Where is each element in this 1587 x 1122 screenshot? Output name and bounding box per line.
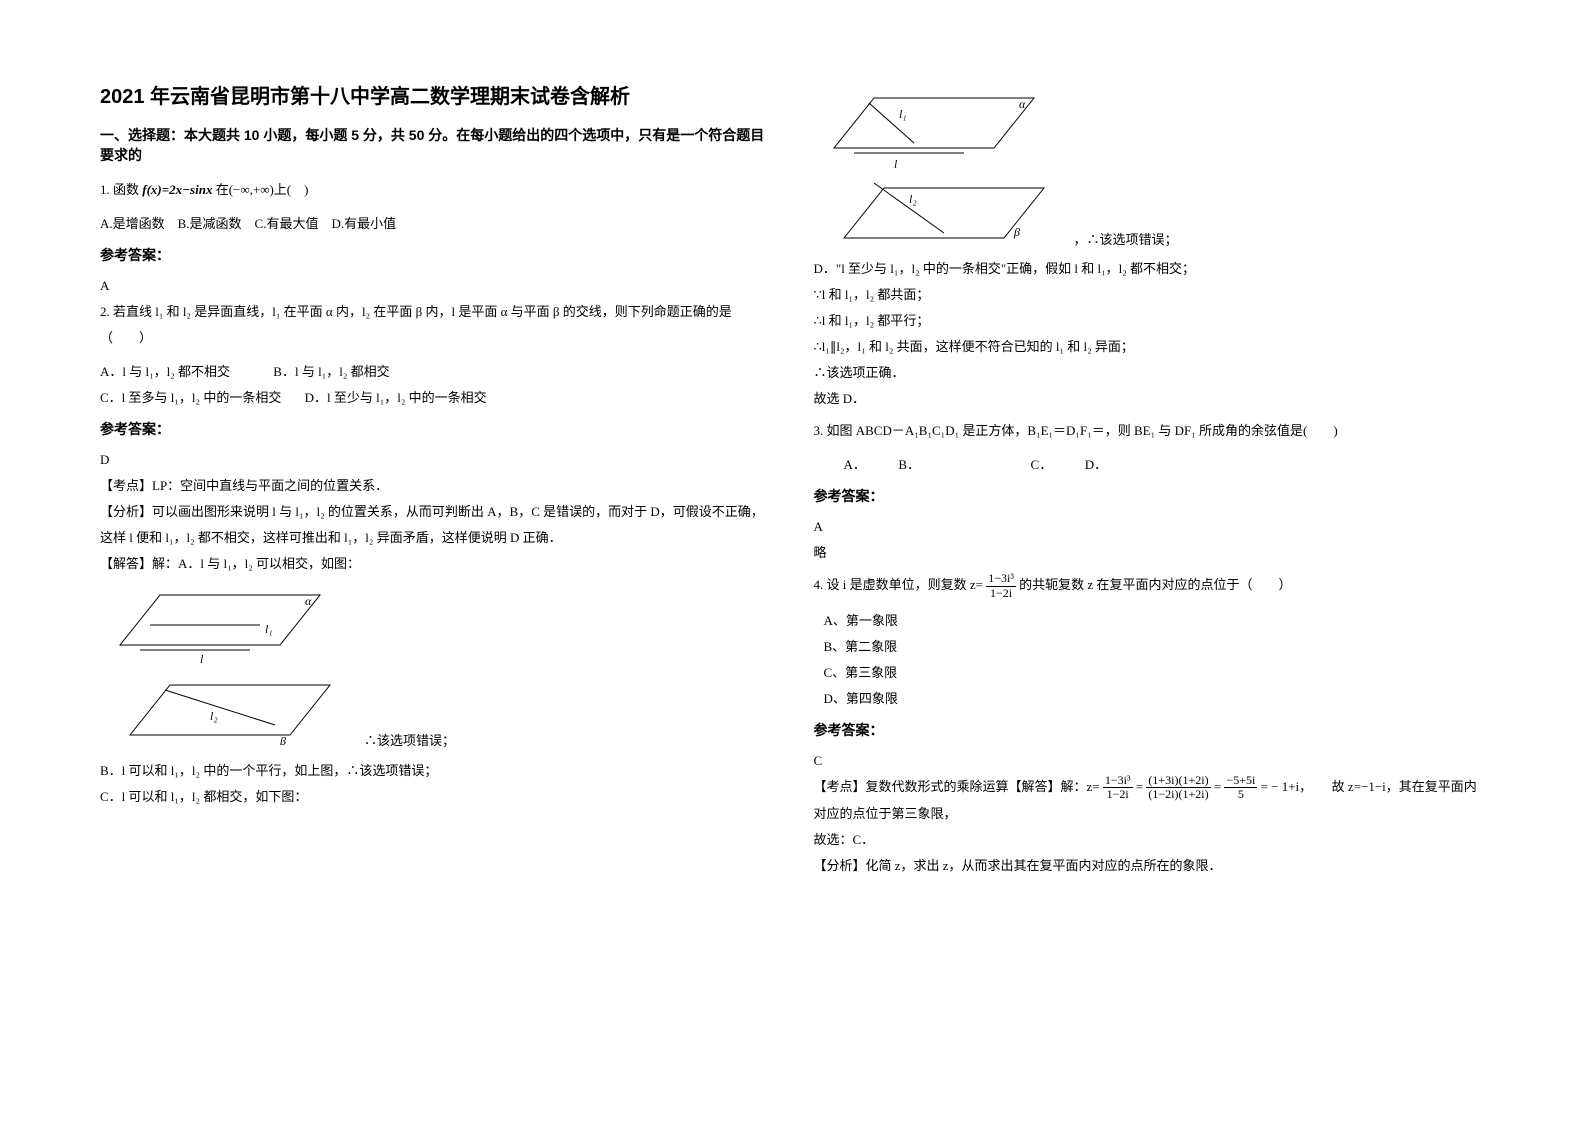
q4-frac2: (1+3i)(1+2i) (1−2i)(1+2i) bbox=[1146, 774, 1210, 801]
q4-analysis: 【分析】化简 z，求出 z，从而求出其在复平面内对应的点所在的象限． bbox=[814, 853, 1488, 879]
beta-label-2: β bbox=[1013, 225, 1020, 239]
frac-den: 1−2i bbox=[986, 587, 1016, 600]
q2-lineD6: 故选 D． bbox=[814, 386, 1488, 412]
q2-lineD1: D．"l 至少与 l₁，l₂ 中的一条相交"正确，假如 l 和 l₁，l₂ 都不… bbox=[814, 256, 1488, 282]
parallelogram-diagram-icon: α l₁ l l₂ β bbox=[100, 585, 360, 745]
q1-stem: 1. 函数 f(x)=2x−sinx 在(−∞,+∞)上( ) bbox=[100, 177, 774, 203]
q2-lineD4: ∴l₁∥l₂，l₁ 和 l₂ 共面，这样便不符合已知的 l₁ 和 l₂ 异面； bbox=[814, 334, 1488, 360]
q4-point-prefix: 【考点】复数代数形式的乘除运算【解答】解：z= bbox=[814, 779, 1100, 794]
q2-lineD2: ∵l 和 l₁，l₂ 都共面； bbox=[814, 282, 1488, 308]
q2-note1: ∴该选项错误； bbox=[364, 733, 455, 748]
parallelogram-diagram-2-icon: α l₁ l l₂ β bbox=[814, 88, 1074, 248]
q1-options: A.是增函数 B.是减函数 C.有最大值 D.有最小值 bbox=[100, 211, 774, 237]
q2-answer: D bbox=[100, 447, 774, 473]
q4-optA: A、第一象限 bbox=[824, 608, 1488, 634]
q4-optD: D、第四象限 bbox=[824, 686, 1488, 712]
q1-prefix: 1. 函数 bbox=[100, 182, 139, 197]
q3-stem: 3. 如图 ABCD－A₁B₁C₁D₁ 是正方体，B₁E₁＝D₁F₁＝，则 BE… bbox=[814, 418, 1488, 444]
q2-lineD3: ∴l 和 l₁，l₂ 都平行； bbox=[814, 308, 1488, 334]
q2-lineB: B．l 可以和 l₁，l₂ 中的一个平行，如上图，∴该选项错误； bbox=[100, 758, 774, 784]
q2-point: 【考点】LP：空间中直线与平面之间的位置关系． bbox=[100, 473, 774, 499]
q2-optD: D．l 至少与 l₁，l₂ 中的一条相交 bbox=[305, 390, 487, 405]
q4-suffix: 的共轭复数 z 在复平面内对应的点位于（ ） bbox=[1019, 577, 1291, 592]
q2-answer-label: 参考答案： bbox=[100, 419, 774, 439]
q4-optC: C、第三象限 bbox=[824, 660, 1488, 686]
q1-formula: f(x)=2x−sinx bbox=[142, 182, 212, 197]
q2-optB: B．l 与 l₁，l₂ 都相交 bbox=[273, 364, 389, 379]
q4-choose: 故选：C． bbox=[814, 827, 1488, 853]
q4-answer-label: 参考答案： bbox=[814, 720, 1488, 740]
q4-stem: 4. 设 i 是虚数单位，则复数 z= 1−3i³ 1−2i 的共轭复数 z 在… bbox=[814, 572, 1488, 600]
l2-label: l₂ bbox=[210, 709, 218, 723]
eq2: = bbox=[1214, 779, 1225, 794]
alpha-label: α bbox=[305, 594, 312, 608]
q2-options-row1: A．l 与 l₁，l₂ 都不相交 B．l 与 l₁，l₂ 都相交 bbox=[100, 359, 774, 385]
q2-optC: C．l 至多与 l₁，l₂ 中的一条相交 bbox=[100, 390, 281, 405]
q4-frac1: 1−3i³ 1−2i bbox=[1103, 774, 1133, 801]
q2-options-row2: C．l 至多与 l₁，l₂ 中的一条相交 D．l 至少与 l₁，l₂ 中的一条相… bbox=[100, 385, 774, 411]
q2-figure-1: α l₁ l l₂ β ∴该选项错误； bbox=[100, 585, 774, 750]
l2-label-2: l₂ bbox=[909, 192, 917, 206]
l1-label: l₁ bbox=[265, 622, 273, 636]
q3-answer: A bbox=[814, 514, 1488, 540]
q1-answer: A bbox=[100, 273, 774, 299]
q4-frac-stem: 1−3i³ 1−2i bbox=[986, 572, 1016, 599]
q2-lineC: C．l 可以和 l₁，l₂ 都相交，如下图： bbox=[100, 784, 774, 810]
q4-answer: C bbox=[814, 748, 1488, 774]
alpha-label-2: α bbox=[1019, 97, 1026, 111]
q2-analysis: 【分析】可以画出图形来说明 l 与 l₁，l₂ 的位置关系，从而可判断出 A，B… bbox=[100, 499, 774, 551]
q3-answer-label: 参考答案： bbox=[814, 486, 1488, 506]
q2-optA: A．l 与 l₁，l₂ 都不相交 bbox=[100, 364, 230, 379]
q3-options: A． B． C． D． bbox=[844, 452, 1488, 478]
q1-answer-label: 参考答案： bbox=[100, 245, 774, 265]
q2-lineD5: ∴该选项正确． bbox=[814, 360, 1488, 386]
q1-suffix: 在(−∞,+∞)上( ) bbox=[216, 182, 309, 197]
q2-figure-2: α l₁ l l₂ β ，∴该选项错误； bbox=[814, 88, 1488, 248]
q4-optB: B、第二象限 bbox=[824, 634, 1488, 660]
q2-stem: 2. 若直线 l₁ 和 l₂ 是异面直线，l₁ 在平面 α 内，l₂ 在平面 β… bbox=[100, 299, 774, 351]
q3-note: 略 bbox=[814, 540, 1488, 566]
q2-note2: ，∴该选项错误； bbox=[1074, 229, 1178, 248]
left-column: 2021 年云南省昆明市第十八中学高二数学理期末试卷含解析 一、选择题：本大题共… bbox=[100, 80, 774, 1042]
frac-num: 1−3i³ bbox=[986, 572, 1016, 586]
q4-frac3: −5+5i 5 bbox=[1224, 774, 1257, 801]
q4-solve: 【考点】复数代数形式的乘除运算【解答】解：z= 1−3i³ 1−2i = (1+… bbox=[814, 774, 1488, 828]
page-title: 2021 年云南省昆明市第十八中学高二数学理期末试卷含解析 bbox=[100, 80, 774, 109]
l-label-2: l bbox=[894, 157, 898, 171]
q2-solveA: 【解答】解：A．l 与 l₁，l₂ 可以相交，如图： bbox=[100, 551, 774, 577]
l-label: l bbox=[200, 652, 204, 666]
right-column: α l₁ l l₂ β ，∴该选项错误； D．"l 至少与 l₁，l₂ 中的一条… bbox=[814, 80, 1488, 1042]
beta-label: β bbox=[279, 734, 286, 745]
section-heading: 一、选择题：本大题共 10 小题，每小题 5 分，共 50 分。在每小题给出的四… bbox=[100, 125, 774, 165]
l1-label-2: l₁ bbox=[899, 107, 907, 121]
eq1: = bbox=[1136, 779, 1147, 794]
q4-prefix: 4. 设 i 是虚数单位，则复数 z= bbox=[814, 577, 983, 592]
